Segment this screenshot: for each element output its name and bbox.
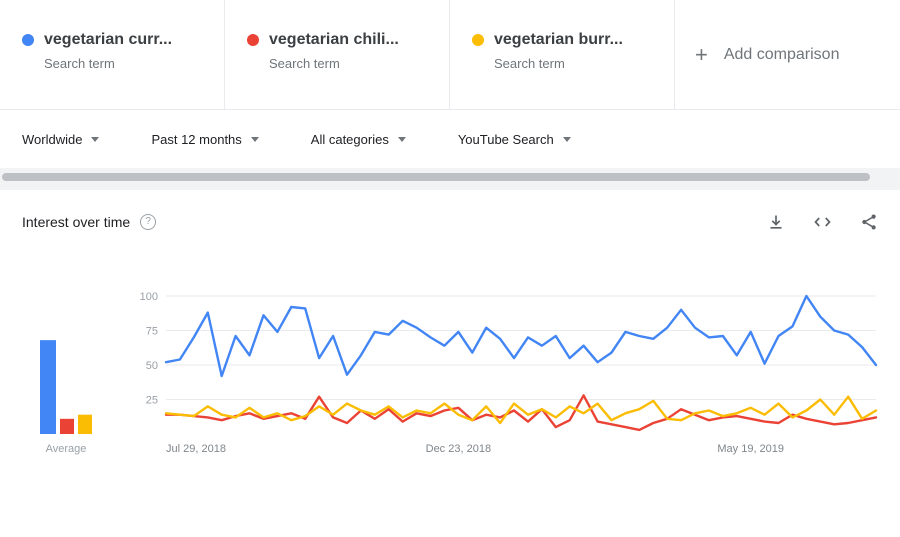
chevron-down-icon: [250, 136, 259, 142]
panel-actions: [767, 213, 878, 231]
category-dropdown-value: All categories: [310, 131, 389, 147]
share-icon[interactable]: [860, 213, 878, 231]
add-comparison-button[interactable]: + Add comparison: [675, 0, 900, 109]
term-label: vegetarian chili...: [269, 31, 399, 48]
average-label: Average: [46, 443, 87, 455]
term-label: vegetarian curr...: [44, 31, 173, 48]
term-type-label: Search term: [494, 56, 565, 71]
google-trends-explore-page: vegetarian curr... Search term vegetaria…: [0, 0, 900, 459]
add-comparison-label: Add comparison: [723, 45, 840, 63]
term-head: vegetarian chili...: [247, 31, 437, 49]
chart-area: Average 25 50 75 100 Jul 29, 2018 Dec 23, 201…: [22, 284, 878, 459]
y-tick-label: 100: [140, 291, 158, 303]
term-card-2[interactable]: vegetarian chili... Search term: [225, 0, 450, 109]
average-bar-chart: Average: [22, 284, 140, 459]
trend-line-vegetarian-chili: [164, 394, 878, 432]
help-icon[interactable]: ?: [140, 214, 157, 230]
panel-header: Interest over time ?: [22, 210, 878, 234]
chevron-down-icon: [562, 136, 571, 142]
term-type-label: Search term: [269, 56, 340, 71]
y-tick-label: 75: [146, 326, 158, 338]
x-tick-label: Jul 29, 2018: [166, 443, 226, 455]
y-tick-label: 25: [146, 395, 158, 407]
filters-bar: Worldwide Past 12 months All categories …: [0, 110, 900, 168]
horizontal-scrollbar-thumb[interactable]: [2, 173, 870, 181]
average-bar-vegetarian-chili: [60, 418, 74, 434]
download-icon[interactable]: [767, 213, 785, 231]
search-type-dropdown-value: YouTube Search: [457, 131, 554, 147]
horizontal-scrollbar-track: [0, 168, 900, 190]
trend-line-vegetarian-burrito: [164, 395, 878, 425]
time-range-dropdown[interactable]: Past 12 months: [151, 131, 259, 147]
term-card-3[interactable]: vegetarian burr... Search term: [450, 0, 675, 109]
term-type-label: Search term: [44, 56, 115, 71]
panel-title: Interest over time: [22, 214, 131, 230]
term-label: vegetarian burr...: [494, 31, 623, 48]
series-color-dot-red: [247, 34, 259, 46]
average-bar-vegetarian-curry: [40, 340, 56, 434]
x-tick-label: May 19, 2019: [717, 443, 784, 455]
plus-icon: +: [695, 41, 708, 67]
embed-icon[interactable]: [813, 213, 832, 231]
x-tick-label: Dec 23, 2018: [426, 443, 491, 455]
series-color-dot-yellow: [472, 34, 484, 46]
region-dropdown[interactable]: Worldwide: [22, 131, 100, 147]
time-range-dropdown-value: Past 12 months: [151, 131, 242, 147]
series-color-dot-blue: [22, 34, 34, 46]
region-dropdown-value: Worldwide: [22, 131, 83, 147]
trend-line-vegetarian-curry: [164, 294, 878, 378]
y-tick-label: 50: [146, 360, 158, 372]
search-type-dropdown[interactable]: YouTube Search: [458, 132, 571, 147]
chevron-down-icon: [91, 136, 100, 142]
average-bar-vegetarian-burrito: [78, 414, 92, 434]
comparison-bar: vegetarian curr... Search term vegetaria…: [0, 0, 900, 110]
interest-over-time-panel: Interest over time ?: [0, 190, 900, 459]
chevron-down-icon: [397, 136, 406, 142]
category-dropdown[interactable]: All categories: [311, 132, 406, 147]
interest-line-chart: 25 50 75 100 Jul 29, 2018 Dec 23, 2018 May 19,…: [140, 284, 878, 459]
term-head: vegetarian curr...: [22, 31, 212, 49]
term-card-1[interactable]: vegetarian curr... Search term: [0, 0, 225, 109]
term-head: vegetarian burr...: [472, 31, 662, 49]
